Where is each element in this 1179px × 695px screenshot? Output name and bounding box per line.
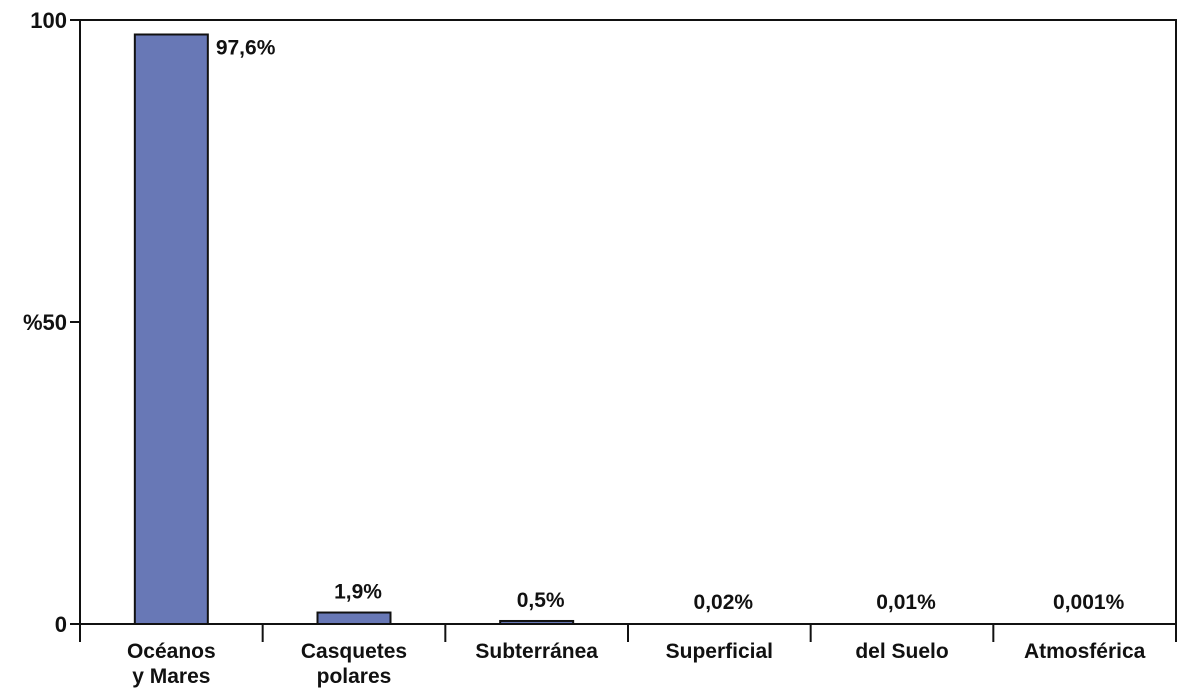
data-label: 1,9% (334, 581, 382, 604)
x-category-label: Atmosférica (1024, 640, 1146, 663)
y-axis: 0 %50 100 (23, 8, 80, 637)
data-label: 0,02% (694, 591, 754, 614)
data-label: 97,6% (216, 36, 276, 59)
x-category-label: Casquetes polares (301, 640, 407, 688)
bar (499, 619, 575, 625)
y-tick-label: 0 (55, 612, 67, 637)
x-category-label: Océanos y Mares (127, 640, 216, 688)
plot-frame (79, 19, 1177, 625)
y-tick-label: %50 (23, 310, 67, 335)
x-axis: Océanos y Mares Casquetes polares Subterráne… (79, 624, 1177, 688)
x-category-label: Subterránea (475, 640, 598, 663)
x-category-label: del Suelo (855, 640, 948, 663)
x-category-label: Superficial (666, 640, 773, 663)
bar (133, 33, 209, 626)
y-tick-label: 100 (30, 8, 67, 33)
data-labels: 97,6% 1,9% 0,5% 0,02% 0,01% 0,001% (216, 36, 1125, 614)
plot-border (79, 19, 1177, 625)
bars (133, 33, 575, 626)
data-label: 0,01% (876, 591, 936, 614)
bar (316, 611, 392, 625)
data-label: 0,5% (517, 589, 565, 612)
data-label: 0,001% (1053, 591, 1125, 614)
